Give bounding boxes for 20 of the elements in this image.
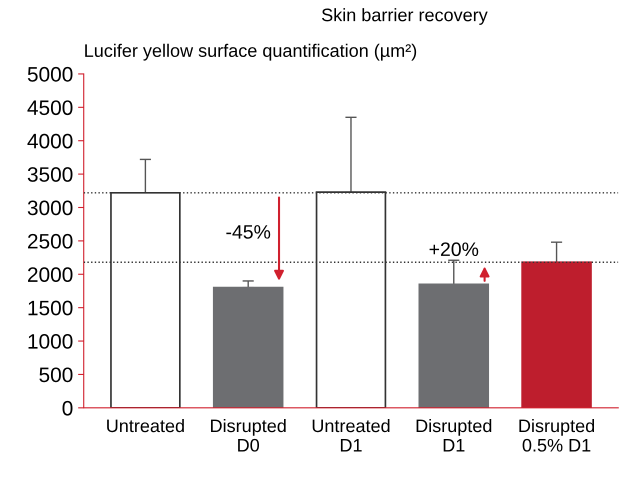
y-tick-label: 0	[62, 400, 72, 416]
y-tick-label: 4000	[27, 134, 72, 148]
y-tick-label: 1000	[28, 334, 72, 349]
x-tick-label: Untreated D1	[312, 418, 390, 452]
x-tick-label: Disrupted D1	[416, 418, 492, 452]
annotation: -45%	[226, 225, 270, 239]
y-tick-label: 500	[39, 367, 72, 382]
x-tick-label: Disrupted 0.5% D1	[519, 418, 594, 452]
y-tick-label: 1500	[28, 300, 72, 316]
y-tick-label: 3000	[28, 200, 72, 216]
y-tick-label: 4500	[27, 100, 72, 116]
y-tick-label: 5000	[28, 66, 72, 82]
y-tick-label: 3500	[28, 167, 72, 182]
annotation: +20%	[430, 242, 478, 256]
x-tick-label: Disrupted D0	[211, 418, 286, 452]
x-tick-label: Untreated	[107, 418, 184, 432]
y-tick-label: 2000	[28, 267, 72, 282]
chart-title: Skin barrier recovery	[322, 8, 488, 25]
y-tick-label: 2500	[28, 234, 72, 249]
y-axis-title: Lucifer yellow surface quantification (µm²)	[85, 44, 416, 61]
